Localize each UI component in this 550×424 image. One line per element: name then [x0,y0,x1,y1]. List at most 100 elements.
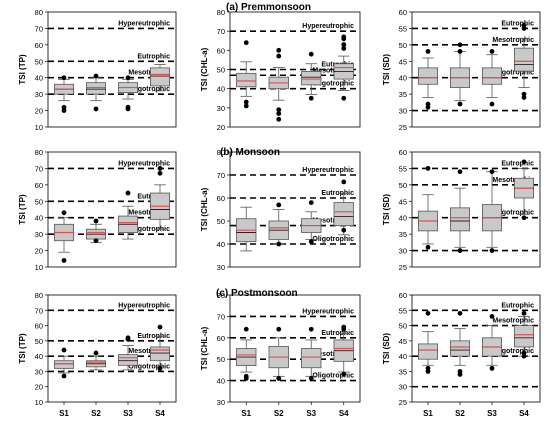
box-S2 [86,73,107,112]
outlier-point [341,179,347,185]
y-tick-label: 55 [399,306,407,315]
box-S2 [86,350,107,371]
y-tick-label: 30 [35,367,43,376]
box-iqr [449,340,470,357]
threshold-label: Eutrophic [321,190,354,197]
box-iqr [118,354,139,366]
box-iqr [333,202,354,227]
threshold-label: Hypereutrophic [302,23,354,30]
y-tick-label: 50 [399,181,407,190]
outlier-point [125,75,131,81]
outlier-point [243,99,249,105]
outlier-point [308,239,314,245]
y-tick-label: 10 [35,398,43,407]
plot-frame [411,294,541,403]
threshold-label: Oligotrophic [312,373,354,380]
outlier-point [341,326,347,332]
box-S3 [301,200,322,245]
box-iqr [54,360,75,369]
y-tick-label: 30 [217,104,225,113]
threshold-label: Hypereutrophic [302,167,354,174]
plot-frame [411,11,541,128]
plot-frame [411,151,541,268]
y-tick-label: 20 [35,107,43,116]
panel-7: 30 40 50 60 70 80 TSI (CHL-a) Hypereutrophic Eut… [200,291,361,418]
outlier-point [457,101,463,107]
outlier-point [276,326,282,332]
y-tick-label: 80 [35,8,43,17]
y-tick-label: 40 [35,352,43,361]
box-S1 [54,347,75,379]
threshold-label: Hypereutrophic [118,20,170,27]
outlier-point [425,310,431,316]
y-axis-label: TSI (TP) [18,333,27,364]
box-iqr [301,348,322,369]
plot-frame [47,294,177,403]
outlier-point [425,244,431,250]
y-tick-label: 30 [399,107,407,116]
y-tick-label: 45 [399,57,407,66]
section-title-postmonsoon: (c) Postmonsoon [216,288,298,299]
outlier-point [276,202,282,208]
threshold-label: Oligotrophic [312,81,354,88]
y-tick-label: 50 [217,217,225,226]
section-title-premonsoon: (a) Premmonsoon [226,2,312,13]
y-tick-label: 40 [35,214,43,223]
outlier-point [243,376,249,381]
box-iqr [301,71,322,86]
y-tick-label: 30 [399,247,407,256]
box-iqr [514,47,535,72]
box-iqr [481,67,502,85]
y-tick-label: 40 [217,85,225,94]
panel-5: 25 30 35 40 45 50 55 60 TSI (SD) Eutrophic Mesotro… [382,148,541,272]
outlier-point [61,75,67,81]
y-tick-label: 20 [217,123,225,132]
y-tick-label: 40 [399,214,407,223]
y-tick-label: 25 [399,398,407,407]
box-iqr [86,82,107,95]
threshold-label: Oligotrophic [128,86,170,93]
x-tick-label: S4 [339,409,349,418]
y-tick-label: 35 [399,230,407,239]
y-tick-label: 40 [217,240,225,249]
outlier-point [93,350,99,356]
outlier-point [61,210,67,216]
y-tick-label: 80 [217,291,225,300]
outlier-point [276,116,282,122]
y-axis-label: TSI (TP) [18,54,27,85]
outlier-point [489,314,495,319]
box-S3 [118,335,139,371]
y-axis-label: TSI (SD) [382,333,391,364]
y-tick-label: 70 [35,306,43,315]
y-tick-label: 40 [217,377,225,386]
y-tick-label: 60 [399,291,407,300]
outlier-point [457,49,463,54]
panel-8: 25 30 35 40 45 50 55 60 TSI (SD) Eutrophic Mesotro… [382,291,541,418]
outlier-point [489,101,495,107]
outlier-point [341,36,347,42]
panel-4: 30 40 50 60 70 80 TSI (CHL-a) Hypereutrophic Eut… [200,148,361,272]
outlier-point [157,170,163,176]
threshold-label: Mesotrophic [312,351,354,358]
y-tick-label: 60 [35,322,43,331]
box-S4 [149,64,170,92]
box-S2 [449,42,470,107]
plot-frame [229,294,361,403]
y-tick-label: 50 [35,337,43,346]
x-tick-label: S3 [123,409,133,418]
y-tick-label: 30 [217,263,225,272]
threshold-label: Oligotrophic [128,363,170,370]
y-axis-label: TSI (CHL-a) [200,326,209,370]
outlier-point [341,46,347,51]
box-S2 [449,169,470,253]
y-tick-label: 40 [399,352,407,361]
y-tick-label: 60 [35,41,43,50]
box-S1 [236,206,257,252]
threshold-label: Eutrophic [501,302,534,309]
outlier-point [93,218,99,224]
box-S1 [54,75,75,113]
x-tick-label: S1 [59,409,69,418]
y-tick-label: 35 [399,367,407,376]
